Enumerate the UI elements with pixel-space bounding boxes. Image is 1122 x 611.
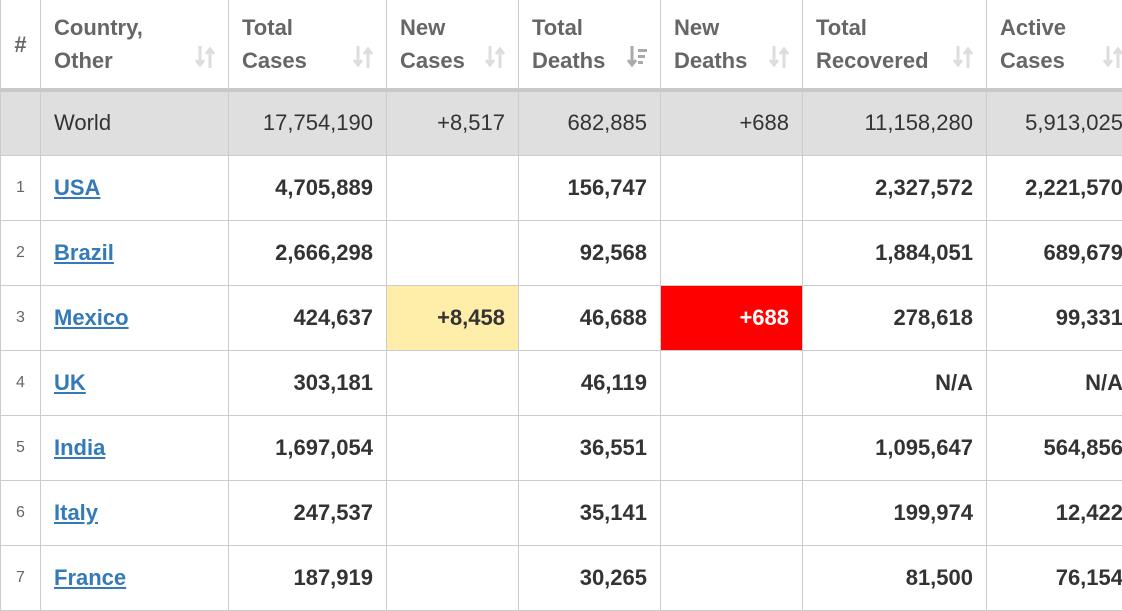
sort-icon[interactable] [952,44,974,70]
country-cell: USA [41,155,229,220]
rank-cell: 2 [1,220,41,285]
total-cases-cell: 187,919 [229,545,387,610]
new-cases-cell [387,480,519,545]
country-cell: UK [41,350,229,415]
active-cases-cell: 99,331 [987,285,1122,350]
country-link[interactable]: Brazil [54,240,114,265]
total-cases-cell: 1,697,054 [229,415,387,480]
total-recovered-cell: 199,974 [803,480,987,545]
active-cases-cell: 5,913,025 [987,90,1122,155]
active-cases-cell: N/A [987,350,1122,415]
country-cell: Mexico [41,285,229,350]
country-cell: France [41,545,229,610]
active-cases-cell: 564,856 [987,415,1122,480]
rank-cell: 7 [1,545,41,610]
column-header-label: # [1,28,40,61]
new-deaths-cell [661,480,803,545]
total-deaths-cell: 36,551 [519,415,661,480]
new-deaths-cell [661,350,803,415]
active-cases-cell: 76,154 [987,545,1122,610]
rank-cell: 4 [1,350,41,415]
new-cases-cell [387,220,519,285]
total-recovered-cell: 11,158,280 [803,90,987,155]
country-link[interactable]: Italy [54,500,98,525]
new-cases-cell [387,545,519,610]
new-deaths-cell [661,220,803,285]
country-link[interactable]: USA [54,175,100,200]
rank-cell: 6 [1,480,41,545]
country-cell: World [41,90,229,155]
total-cases-cell: 303,181 [229,350,387,415]
new-cases-cell [387,350,519,415]
new-deaths-cell: +688 [661,285,803,350]
rank-cell: 5 [1,415,41,480]
total-deaths-cell: 46,119 [519,350,661,415]
total-deaths-cell: 682,885 [519,90,661,155]
rank-cell [1,90,41,155]
total-recovered-cell: 278,618 [803,285,987,350]
rank-cell: 1 [1,155,41,220]
column-header-country[interactable]: Country,Other [41,0,229,90]
active-cases-cell: 2,221,570 [987,155,1122,220]
column-header-label: Country,Other [54,11,215,77]
country-cell: India [41,415,229,480]
total-deaths-cell: 156,747 [519,155,661,220]
column-header-rank[interactable]: # [1,0,41,90]
total-cases-cell: 4,705,889 [229,155,387,220]
country-link[interactable]: Mexico [54,305,129,330]
total-cases-cell: 2,666,298 [229,220,387,285]
new-deaths-cell [661,155,803,220]
sort-descending-icon[interactable] [626,44,648,70]
country-link[interactable]: India [54,435,105,460]
country-link[interactable]: UK [54,370,86,395]
new-cases-cell: +8,517 [387,90,519,155]
total-recovered-cell: 1,095,647 [803,415,987,480]
new-cases-cell [387,155,519,220]
new-deaths-cell: +688 [661,90,803,155]
rank-cell: 3 [1,285,41,350]
total-recovered-cell: 1,884,051 [803,220,987,285]
total-recovered-cell: N/A [803,350,987,415]
total-cases-cell: 17,754,190 [229,90,387,155]
total-deaths-cell: 35,141 [519,480,661,545]
total-cases-cell: 424,637 [229,285,387,350]
sort-icon[interactable] [768,44,790,70]
total-recovered-cell: 2,327,572 [803,155,987,220]
total-deaths-cell: 46,688 [519,285,661,350]
sort-icon[interactable] [194,44,216,70]
new-deaths-cell [661,545,803,610]
total-deaths-cell: 92,568 [519,220,661,285]
active-cases-cell: 689,679 [987,220,1122,285]
sort-icon[interactable] [1102,44,1122,70]
total-deaths-cell: 30,265 [519,545,661,610]
new-cases-cell [387,415,519,480]
sort-icon[interactable] [352,44,374,70]
sort-icon[interactable] [484,44,506,70]
active-cases-cell: 12,422 [987,480,1122,545]
total-cases-cell: 247,537 [229,480,387,545]
country-cell: Brazil [41,220,229,285]
country-cell: Italy [41,480,229,545]
country-link[interactable]: France [54,565,126,590]
total-recovered-cell: 81,500 [803,545,987,610]
new-deaths-cell [661,415,803,480]
new-cases-cell: +8,458 [387,285,519,350]
